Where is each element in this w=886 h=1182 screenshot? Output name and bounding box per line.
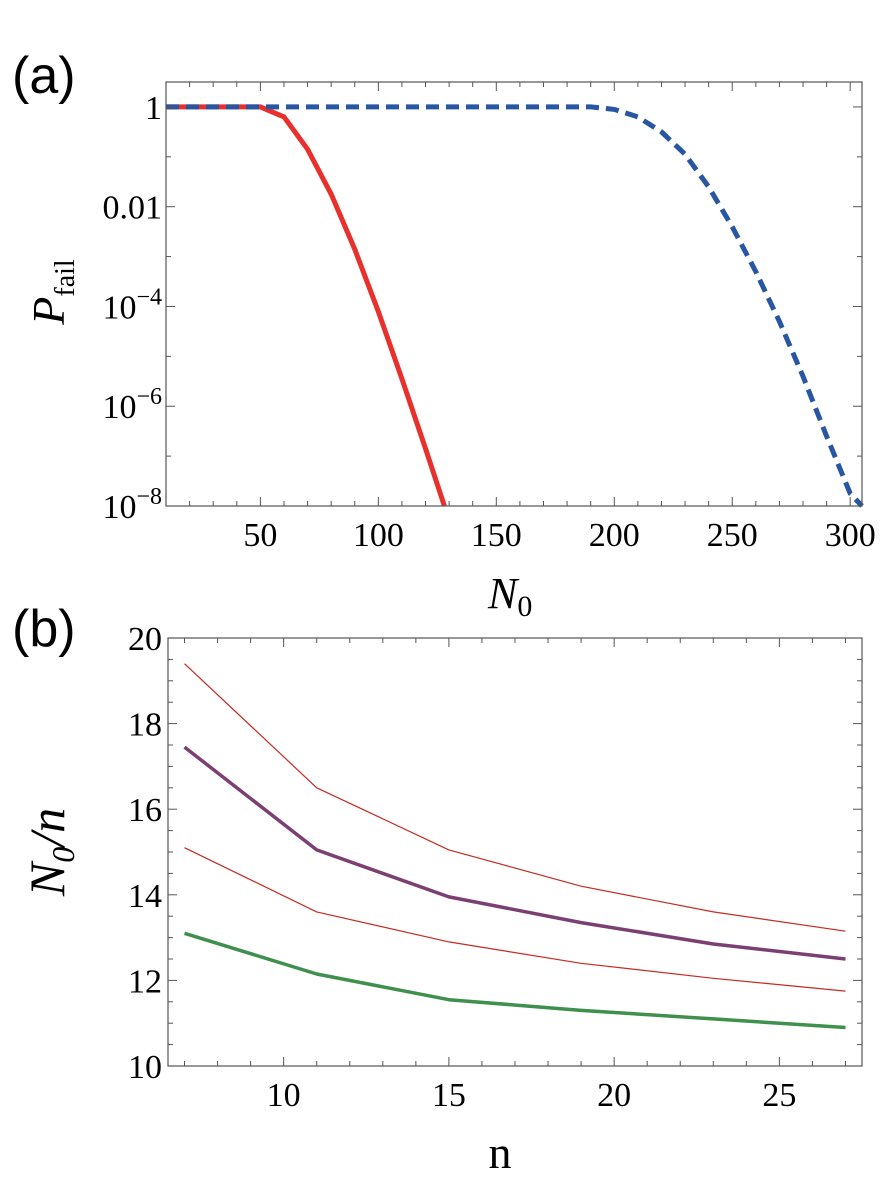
panel-b-ytick-label: 10 — [128, 1049, 162, 1086]
panel-b-xtick-label: 25 — [762, 1077, 796, 1114]
panel-b-ticks: 10 15 20 25 10 12 14 16 18 20 — [128, 621, 862, 1114]
panel-b-xtick-label: 20 — [597, 1077, 631, 1114]
panel-b-ylabel: N0/n — [19, 808, 81, 897]
panel-a-xtick-label: 50 — [243, 517, 277, 554]
panel-b-xtick-label: 15 — [432, 1077, 466, 1114]
panel-a-series — [165, 104, 864, 508]
panel-a-ytick-label: 1 — [145, 90, 162, 127]
panel-a-ytick-label: 10−8 — [102, 484, 162, 526]
panel-a-label: (a) — [12, 47, 76, 105]
panel-b-ytick-label: 16 — [128, 792, 162, 829]
panel-b-xlabel: n — [489, 1127, 512, 1178]
panel-b-series-upper-thin-red — [184, 663, 846, 932]
panel-a-xtick-label: 200 — [589, 517, 640, 554]
panel-a-ylabel: Pfail — [23, 259, 81, 326]
panel-b-ytick-label: 20 — [128, 621, 162, 658]
panel-b-series — [183, 663, 846, 1030]
panel-b-xtick-label: 10 — [267, 1077, 301, 1114]
panel-b-series-lower-thin-red — [184, 847, 846, 992]
panel-a-ytick-label: 0.01 — [103, 190, 163, 227]
panel-b-frame — [167, 637, 863, 1067]
panel-a-ytick-label: 10−6 — [102, 384, 162, 426]
panel-b-ytick-label: 14 — [128, 878, 162, 915]
panel-a-xtick-label: 300 — [825, 517, 876, 554]
panel-b: (b) 10 15 20 25 10 12 14 16 18 20 n N0/n — [12, 600, 863, 1178]
panel-b-label: (b) — [12, 600, 76, 658]
panel-a-frame — [165, 81, 863, 507]
panel-b-ytick-label: 18 — [128, 707, 162, 744]
panel-b-series-purple-thick — [183, 745, 846, 961]
panel-a-series-red-solid — [166, 104, 447, 507]
panel-a-xtick-label: 150 — [471, 517, 522, 554]
panel-a-xtick-label: 100 — [353, 517, 404, 554]
panel-a: (a) 50 100 150 200 250 300 1 0.01 10−4 10−6 10−8 N… — [12, 47, 876, 623]
panel-a-xlabel: N0 — [487, 569, 532, 623]
panel-a-series-blue-dashed — [166, 104, 864, 508]
panel-a-ytick-label: 10−4 — [102, 284, 162, 326]
panel-b-series-green-thick — [183, 931, 846, 1030]
panel-b-ytick-label: 12 — [128, 963, 162, 1000]
panel-a-ticks: 50 100 150 200 250 300 1 0.01 10−4 10−6 10−8 — [102, 82, 876, 554]
panel-a-xtick-label: 250 — [707, 517, 758, 554]
